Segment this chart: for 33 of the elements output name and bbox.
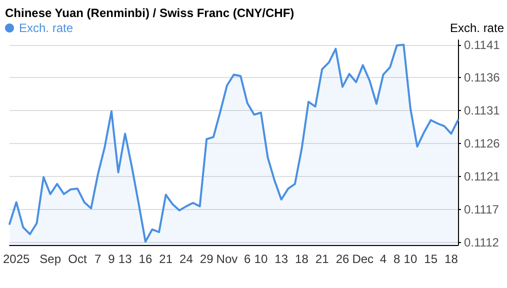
x-tick-label: Sep: [40, 252, 62, 266]
x-tick-label: 10: [254, 252, 268, 266]
legend-label: Exch. rate: [19, 21, 74, 35]
x-tick-label: Dec: [352, 252, 374, 266]
x-tick-label: 6: [244, 252, 252, 266]
x-tick-label: 4: [380, 252, 387, 266]
x-tick-label: 2025: [2, 252, 30, 266]
x-tick-label: 21: [315, 252, 330, 266]
x-tick-label: 13: [274, 252, 288, 266]
y-tick-label: 0.1121: [464, 169, 500, 184]
x-tick-label: 21: [159, 252, 173, 266]
x-tick-label: 10: [404, 252, 418, 266]
x-tick-label: 18: [295, 252, 309, 266]
y-tick-label: 0.1126: [464, 136, 500, 151]
y-tick-label: 0.1136: [464, 70, 500, 85]
y-tick-label: 0.1141: [464, 38, 500, 52]
y-tick-label: 0.1117: [464, 202, 500, 216]
x-tick-label: 24: [180, 252, 194, 266]
y-axis-title: Exch. rate: [450, 21, 504, 35]
x-tick-label: 29: [200, 252, 214, 266]
x-tick-label: 18: [444, 252, 458, 266]
chart-title: Chinese Yuan (Renminbi) / Swiss Franc (CNY/CHF): [5, 6, 294, 20]
x-tick-label: 8: [394, 252, 401, 266]
x-tick-label: 15: [424, 252, 438, 266]
y-tick-label: 0.1131: [464, 104, 500, 118]
x-tick-label: 26: [336, 252, 350, 266]
x-tick-label: 16: [138, 252, 152, 266]
x-tick-label: 9: [108, 252, 116, 266]
x-tick-label: Nov: [216, 252, 238, 266]
y-tick-label: 0.1112: [464, 235, 500, 250]
x-tick-label: Oct: [68, 252, 88, 266]
x-tick-label: 7: [94, 252, 102, 266]
x-tick-label: 13: [118, 252, 132, 266]
